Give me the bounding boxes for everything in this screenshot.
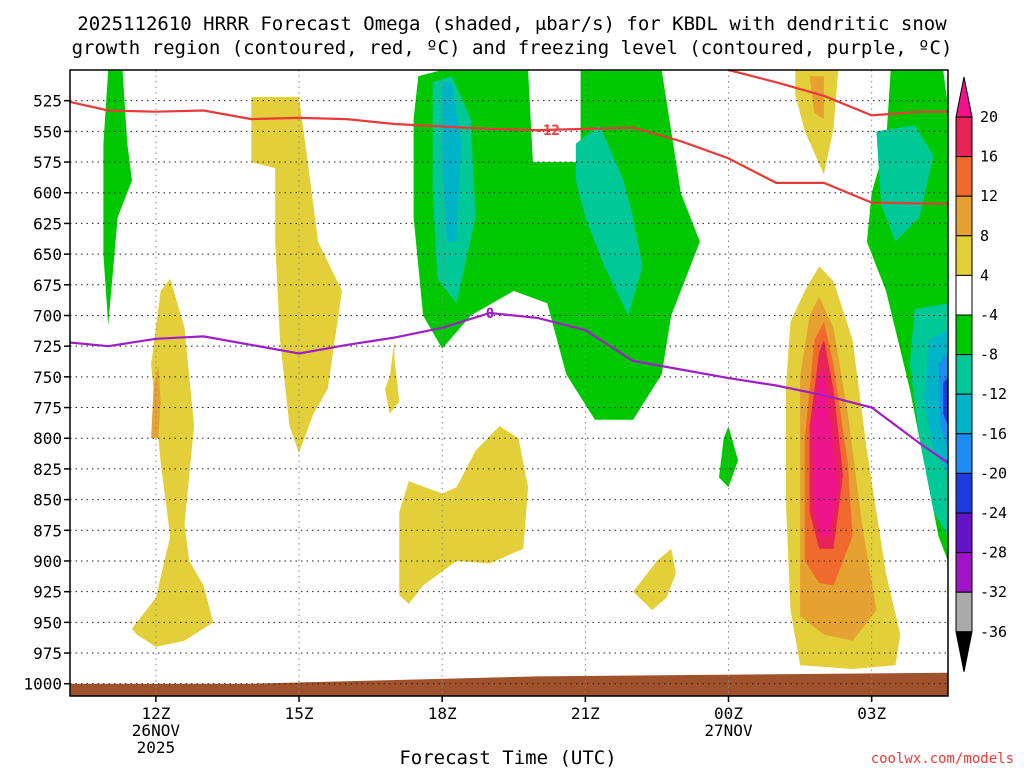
omega-region-14 — [413, 70, 700, 420]
colorbar-bottom-arrow — [955, 631, 973, 672]
y-tick-label-650: 650 — [33, 245, 62, 264]
colorbar-label-5: -4 — [980, 306, 998, 324]
y-tick-label-725: 725 — [33, 337, 62, 356]
plot-frame — [69, 69, 949, 697]
colorbar-segment-5 — [955, 314, 973, 356]
x-tick-label-12Z: 12Z — [141, 704, 170, 723]
colorbar-label-7: -12 — [980, 385, 1007, 403]
colorbar-segment-2 — [955, 195, 973, 237]
y-tick-label-800: 800 — [33, 429, 62, 448]
y-tick-label-825: 825 — [33, 460, 62, 479]
colorbar-label-6: -8 — [980, 346, 998, 364]
chart-title-line-1: 2025112610 HRRR Forecast Omega (shaded, … — [77, 13, 947, 35]
colorbar-segment-1 — [955, 156, 973, 197]
contour-label-0: -12 — [535, 123, 560, 139]
omega-shaded-regions — [103, 70, 948, 669]
colorbar-segment-10 — [955, 512, 973, 554]
contour-line-1 — [728, 68, 948, 117]
x-tick-label-18Z: 18Z — [428, 704, 457, 723]
colorbar-legend: 20 16 12 8 4 -4 -8 -12 -16 -20 -24 -28 -32 -36 — [955, 76, 1007, 672]
colorbar-label-3: 8 — [980, 227, 989, 245]
omega-region-2 — [251, 97, 342, 453]
colorbar-segment-3 — [955, 235, 973, 276]
omega-region-12 — [812, 367, 839, 537]
y-tick-label-600: 600 — [33, 184, 62, 203]
x-axis-label: Forecast Time (UTC) — [399, 747, 616, 768]
y-tick-label-875: 875 — [33, 521, 62, 540]
x-tick-label-00Z: 00Z — [714, 704, 743, 723]
colorbar-label-13: -36 — [980, 623, 1007, 641]
y-tick-label-975: 975 — [33, 644, 62, 663]
y-tick-label-775: 775 — [33, 399, 62, 418]
colorbar-label-1: 16 — [980, 148, 998, 166]
colorbar-segment-6 — [955, 354, 973, 395]
omega-region-6 — [795, 70, 839, 175]
omega-region-20 — [876, 125, 934, 242]
colorbar-segment-7 — [955, 393, 973, 435]
omega-region-4 — [399, 426, 529, 604]
y-tick-label-750: 750 — [33, 368, 62, 387]
x-tick-date-00Z: 27NOV — [704, 721, 753, 740]
x-tick-label-03Z: 03Z — [857, 704, 886, 723]
omega-region-3 — [384, 340, 400, 414]
colorbar-segment-4 — [955, 274, 973, 316]
y-tick-label-850: 850 — [33, 491, 62, 510]
omega-region-17 — [442, 82, 462, 242]
omega-region-13 — [103, 70, 132, 326]
colorbar-segment-9 — [955, 472, 973, 514]
colorbar-label-4: 4 — [980, 266, 989, 284]
terrain-fill — [70, 672, 948, 696]
x-tick-label-21Z: 21Z — [571, 704, 600, 723]
colorbar-label-8: -16 — [980, 425, 1007, 443]
x-tick-label-15Z: 15Z — [285, 704, 314, 723]
y-tick-label-900: 900 — [33, 552, 62, 571]
y-tick-label-575: 575 — [33, 153, 62, 172]
colorbar-segment-11 — [955, 552, 973, 593]
omega-region-7 — [809, 76, 824, 120]
colorbar-label-2: 12 — [980, 187, 998, 205]
chart-title-line-2: growth region (contoured, red, ºC) and f… — [72, 37, 953, 59]
contour-label-2: 0 — [486, 306, 494, 322]
terrain-layer — [70, 672, 948, 696]
omega-region-16 — [575, 125, 643, 316]
credit-text: coolwx.com/models — [871, 751, 1014, 767]
x-tick-date-12Z: 26NOV — [132, 721, 181, 740]
y-tick-label-525: 525 — [33, 92, 62, 111]
colorbar-label-12: -32 — [980, 583, 1007, 601]
omega-region-5 — [633, 548, 676, 611]
colorbar-label-10: -24 — [980, 504, 1007, 522]
y-tick-label-700: 700 — [33, 306, 62, 325]
colorbar-label-9: -20 — [980, 464, 1007, 482]
colorbar-label-0: 20 — [980, 108, 998, 126]
omega-region-0 — [132, 278, 214, 647]
colorbar-segment-12 — [955, 591, 973, 633]
y-tick-label-950: 950 — [33, 613, 62, 632]
y-tick-label-675: 675 — [33, 276, 62, 295]
colorbar-segment-0 — [955, 116, 973, 158]
grid-lines — [70, 70, 948, 696]
y-axis-ticks: 525 550 575 600 625 650 675 700 725 750 775 800 825 8… — [23, 92, 70, 694]
x-tick-year-12Z: 2025 — [137, 738, 176, 757]
y-tick-label-550: 550 — [33, 122, 62, 141]
omega-region-24 — [943, 376, 948, 426]
y-tick-label-1000: 1000 — [23, 675, 62, 694]
contour-lines: -12 0 — [69, 68, 949, 464]
omega-region-18 — [719, 426, 738, 488]
colorbar-top-arrow — [955, 76, 973, 118]
y-tick-label-925: 925 — [33, 583, 62, 602]
contour-line-2 — [69, 311, 949, 464]
colorbar-label-11: -28 — [980, 544, 1007, 562]
contour-line-0 — [69, 100, 949, 205]
y-tick-label-625: 625 — [33, 214, 62, 233]
colorbar-segment-8 — [955, 433, 973, 474]
